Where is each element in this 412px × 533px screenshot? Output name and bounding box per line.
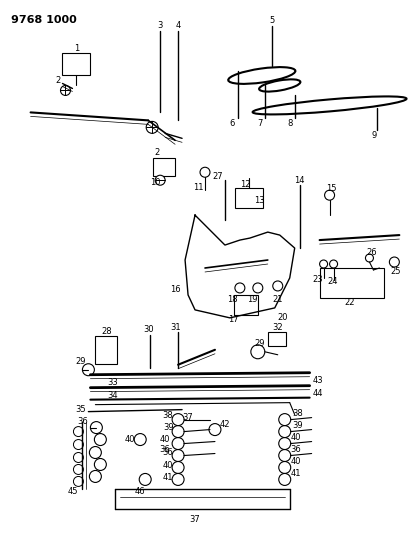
Text: 39: 39 [163,423,173,432]
Text: 6: 6 [229,119,234,128]
Text: 40: 40 [163,461,173,470]
Bar [234,295,258,315]
Circle shape [155,175,165,185]
Text: 31: 31 [171,324,181,333]
Text: 7: 7 [257,119,262,128]
Text: 29: 29 [255,340,265,348]
Text: 15: 15 [326,184,337,193]
Text: 16: 16 [170,286,180,294]
Bar [268,332,286,346]
Bar [63,53,90,75]
Circle shape [235,283,245,293]
Text: 40: 40 [290,457,301,466]
Text: 43: 43 [312,376,323,385]
Text: 2: 2 [56,76,61,85]
Text: 41: 41 [163,473,173,482]
Text: 44: 44 [312,389,323,398]
Text: 42: 42 [220,420,230,429]
Text: 40: 40 [290,433,301,442]
Text: 37: 37 [190,515,200,524]
Text: 1: 1 [74,44,79,53]
Text: 38: 38 [293,409,303,418]
Text: 26: 26 [366,247,377,256]
Text: 29: 29 [75,357,86,366]
Text: 35: 35 [75,405,86,414]
Text: 45: 45 [67,487,78,496]
Text: 20: 20 [278,313,288,322]
Circle shape [146,122,158,133]
Text: 38: 38 [163,411,173,420]
Text: 21: 21 [272,295,283,304]
Text: 5: 5 [269,16,274,25]
Text: 8: 8 [287,119,293,128]
Text: 14: 14 [295,176,305,185]
Text: 32: 32 [272,324,283,333]
Text: 18: 18 [227,295,237,304]
Text: 27: 27 [213,172,223,181]
Text: 39: 39 [293,421,303,430]
Text: 4: 4 [176,21,181,30]
Text: 34: 34 [107,391,118,400]
Text: 36: 36 [160,445,171,454]
Text: 36: 36 [290,445,301,454]
Bar [235,188,263,208]
Text: 41: 41 [290,469,301,478]
Text: 11: 11 [194,183,204,192]
Text: 30: 30 [143,325,154,334]
Text: 2: 2 [154,148,159,157]
Text: 19: 19 [247,295,257,304]
Text: 40: 40 [125,435,136,444]
Text: 25: 25 [390,268,400,277]
Text: 9768 1000: 9768 1000 [11,15,76,25]
Circle shape [253,283,263,293]
Text: 46: 46 [135,487,145,496]
Text: 36: 36 [77,417,88,426]
Text: 37: 37 [183,413,194,422]
Text: 40: 40 [160,435,171,444]
Text: 24: 24 [327,278,338,286]
Text: 12: 12 [240,180,250,189]
Bar [153,158,175,176]
Text: 36: 36 [163,448,173,457]
Text: 33: 33 [107,378,118,387]
Text: 23: 23 [312,276,323,285]
Text: 28: 28 [101,327,112,336]
Bar [320,268,384,298]
Text: 22: 22 [344,298,355,308]
Text: 3: 3 [157,21,163,30]
Text: 17: 17 [229,316,239,325]
Circle shape [273,281,283,291]
Bar [95,336,117,364]
Text: 9: 9 [372,131,377,140]
Text: 10: 10 [150,177,160,187]
Text: 13: 13 [255,196,265,205]
